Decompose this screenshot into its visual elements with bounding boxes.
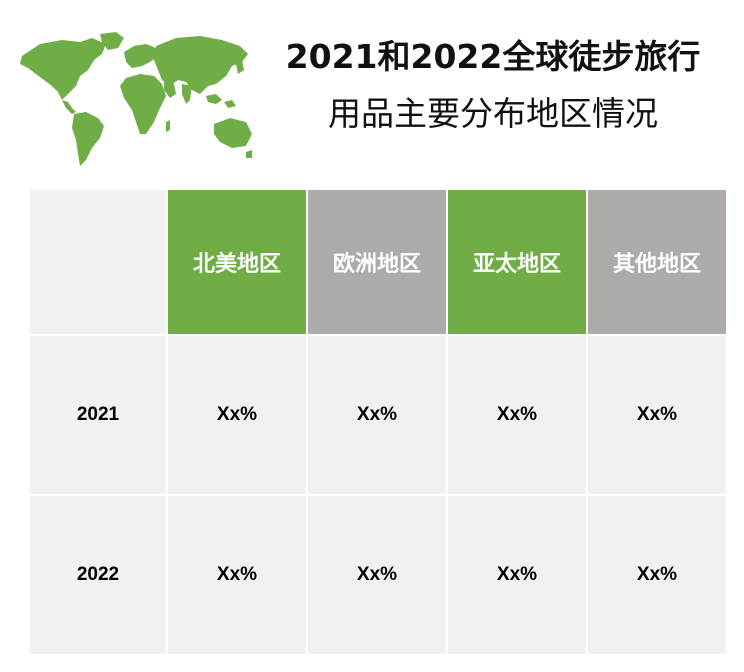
table-cell: Xx% [586,334,728,496]
header-other-regions: 其他地区 [586,188,728,336]
table-corner-cell [28,188,168,336]
region-distribution-table: 北美地区 欧洲地区 亚太地区 其他地区 2021 Xx% Xx% Xx% Xx%… [28,188,728,656]
row-year-label: 2022 [28,494,168,656]
table-cell: Xx% [166,334,308,496]
title-line-2: 用品主要分布地区情况 [328,94,658,133]
table-row: 2022 Xx% Xx% Xx% Xx% [28,494,728,656]
header-north-america: 北美地区 [166,188,308,336]
table-header-row: 北美地区 欧洲地区 亚太地区 其他地区 [28,188,728,336]
header-europe: 欧洲地区 [306,188,448,336]
title-line-1: 2021和2022全球徒步旅行 [285,37,701,76]
page-title: 2021和2022全球徒步旅行 用品主要分布地区情况 [268,28,718,142]
table-cell: Xx% [306,494,448,656]
world-map-icon [20,32,252,166]
table-cell: Xx% [586,494,728,656]
table-cell: Xx% [306,334,448,496]
table-cell: Xx% [166,494,308,656]
table-cell: Xx% [446,494,588,656]
row-year-label: 2021 [28,334,168,496]
table-row: 2021 Xx% Xx% Xx% Xx% [28,334,728,496]
table-cell: Xx% [446,334,588,496]
header-asia-pacific: 亚太地区 [446,188,588,336]
